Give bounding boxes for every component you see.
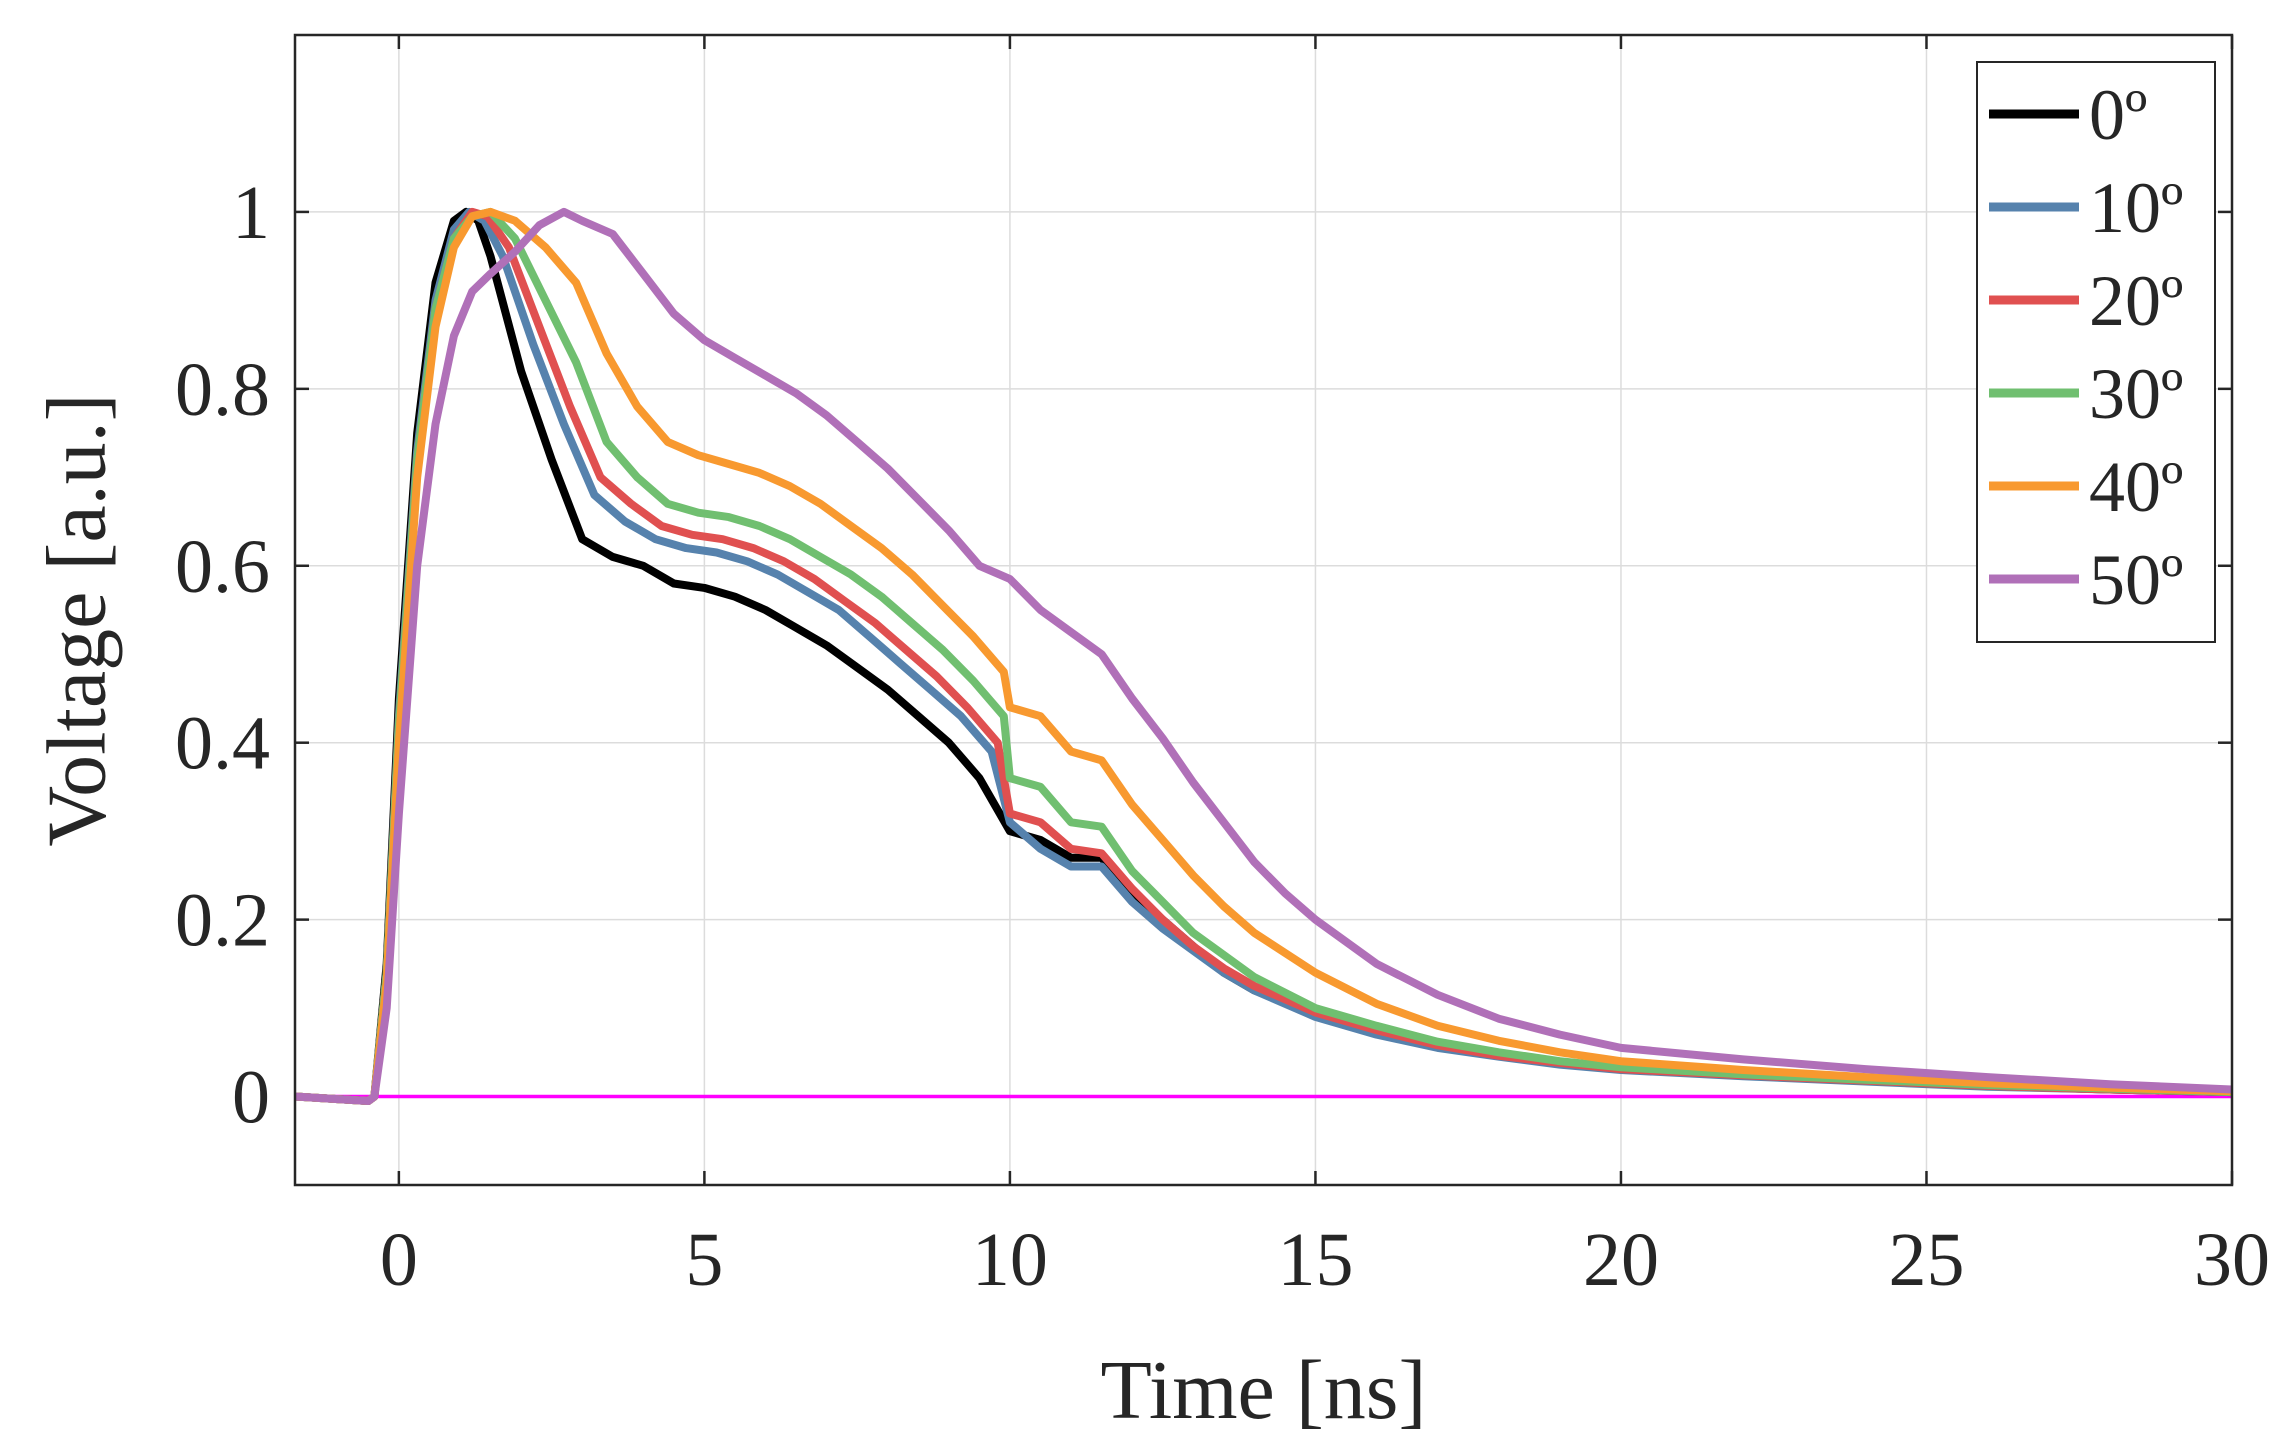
y-tick-label: 1 [232, 171, 270, 255]
legend-box [1976, 61, 2216, 643]
x-tick-label: 30 [2194, 1218, 2270, 1302]
tick-labels: 0 5 10 15 20 25 30 0 0.2 0.4 0.6 0.8 1 [175, 171, 2270, 1302]
x-tick-label: 5 [685, 1218, 723, 1302]
x-tick-label: 25 [1888, 1218, 1964, 1302]
plot-area-frame [293, 33, 2234, 1187]
x-axis-label: Time [ns] [1101, 1344, 1427, 1437]
legend-label: 20º [2089, 261, 2183, 341]
x-tick-label: 20 [1583, 1218, 1659, 1302]
y-tick-label: 0.2 [175, 879, 270, 963]
y-tick-label: 0 [232, 1056, 270, 1140]
legend-label: 10º [2089, 168, 2183, 248]
x-tick-label: 15 [1277, 1218, 1353, 1302]
legend-label: 30º [2089, 354, 2183, 434]
series-line-4 [295, 207, 2232, 1105]
y-axis-label: Voltage [a.u.] [30, 393, 123, 846]
x-tick-label: 0 [380, 1218, 418, 1302]
series-line-5 [295, 207, 2232, 1105]
data-series [295, 207, 2232, 1105]
y-tick-label: 0.8 [175, 348, 270, 432]
x-tick-label: 10 [972, 1218, 1048, 1302]
y-tick-label: 0.6 [175, 525, 270, 609]
legend-label: 40º [2089, 447, 2183, 527]
legend-label: 50º [2089, 540, 2183, 620]
legend-label: 0º [2089, 75, 2147, 155]
y-tick-label: 0.4 [175, 702, 270, 786]
legend: 0º 10º 20º 30º 40º 50º [1976, 61, 2216, 643]
